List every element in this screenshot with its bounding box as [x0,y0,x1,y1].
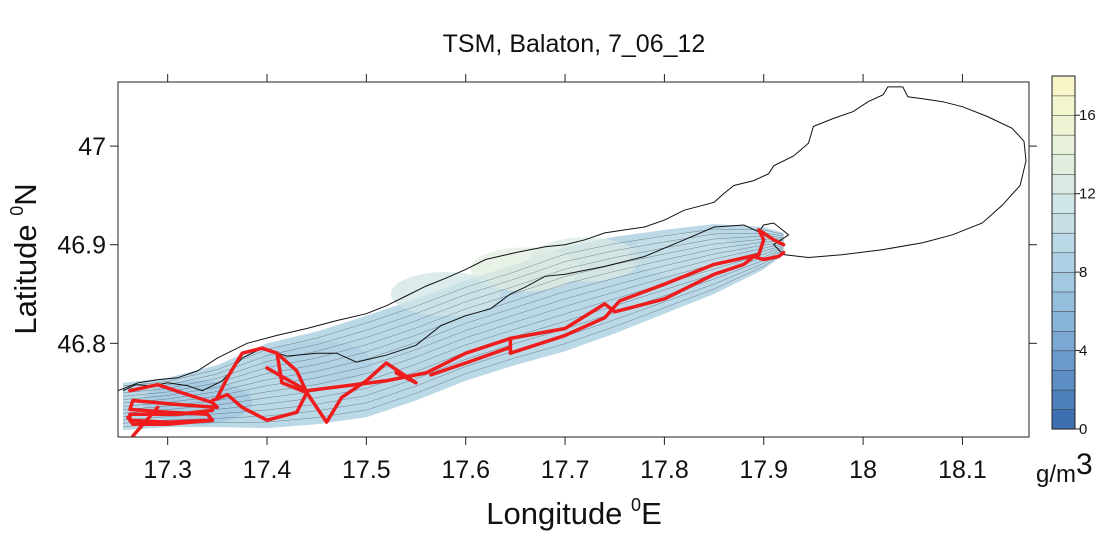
tsm-field [122,224,784,431]
tsm-region-1 [529,237,640,282]
colorbar-tick-label-0: 0 [1079,421,1087,438]
y-ticks: 46.8 46.9 47 [57,133,1037,358]
plot-frame [117,81,1030,438]
colorbar-tick-label-4: 16 [1079,107,1096,124]
x-ticks: 17.3 17.4 17.5 17.6 17.7 17.8 17.9 18 18.1 [143,74,987,484]
colorbar-band-10 [1051,213,1076,234]
colorbar-band-16 [1051,95,1076,116]
colorbar-unit-main: g/m [1036,461,1076,488]
y-tick-label-2: 47 [78,133,106,161]
y-axis-title: Latitude 0N [7,183,43,334]
colorbar-band-12 [1051,173,1076,195]
colorbar-band-2 [1051,369,1076,391]
y-axis-title-sup: 0 [7,206,27,216]
x-tick-label-7: 18 [849,456,877,484]
x-axis-title-suffix: E [641,496,662,531]
x-tick-label-2: 17.5 [342,456,391,484]
tsm-region-4 [261,341,372,386]
x-axis-title-sup: 0 [631,495,641,515]
colorbar-frame [1051,75,1076,430]
x-tick-label-1: 17.4 [243,456,292,484]
colorbar-unit-sup: 3 [1076,448,1093,481]
colorbar-band-3 [1051,350,1076,371]
tsm-contour-5 [122,246,784,414]
colorbar-band-1 [1051,389,1076,410]
tsm-contour-6 [122,245,784,411]
lake-outline [118,86,1027,392]
chart-title: TSM, Balaton, 7_06_12 [443,30,706,58]
colorbar-band-9 [1051,232,1076,254]
colorbar-band-8 [1051,252,1076,273]
tsm-contour-11 [122,235,784,394]
colorbar-band-17 [1051,75,1076,97]
ship-track [126,228,786,437]
y-axis-title-text: Latitude [8,216,43,335]
x-tick-label-5: 17.8 [640,456,689,484]
colorbar-tick-label-2: 8 [1079,264,1087,281]
x-tick-label-8: 18.1 [938,456,987,484]
ship-track-segment-2 [131,405,160,437]
colorbar-band-13 [1051,154,1076,175]
x-axis-title-text: Longitude [486,496,631,531]
colorbar-band-0 [1051,409,1076,430]
lake-shoreline [118,86,1027,392]
x-tick-label-6: 17.9 [739,456,788,484]
tsm-contour-10 [122,238,784,397]
x-tick-label-3: 17.6 [441,456,490,484]
x-tick-label-4: 17.7 [541,456,590,484]
tsm-contour-2 [122,251,784,424]
x-tick-label-0: 17.3 [143,456,192,484]
colorbar-band-15 [1051,114,1076,136]
colorbar-band-5 [1051,311,1076,332]
ship-track-segment-5 [265,250,786,393]
tsm-region-2 [390,272,501,317]
tsm-contour-3 [122,249,784,421]
colorbar: 0 4 8 12 16 [1051,75,1096,438]
tsm-contour-1 [122,252,784,427]
tsm-contour-13 [122,228,784,387]
ship-track-segment-3 [210,346,309,422]
tsm-contour-7 [122,243,784,407]
colorbar-unit: g/m3 [1036,448,1093,488]
y-tick-label-0: 46.8 [57,330,106,358]
ship-track-segment-6 [429,228,786,377]
y-axis-title-suffix: N [8,183,43,205]
colorbar-band-7 [1051,271,1076,293]
colorbar-band-14 [1051,134,1076,155]
colorbar-tick-label-3: 12 [1079,186,1096,203]
tsm-contour-8 [122,241,784,404]
y-tick-label-1: 46.9 [57,232,106,260]
x-axis-title: Longitude 0E [486,495,662,531]
ship-track-segment-1 [126,415,215,426]
colorbar-band-6 [1051,291,1076,312]
colorbar-band-11 [1051,193,1076,214]
colorbar-band-4 [1051,330,1076,352]
colorbar-tick-label-1: 4 [1079,343,1087,360]
